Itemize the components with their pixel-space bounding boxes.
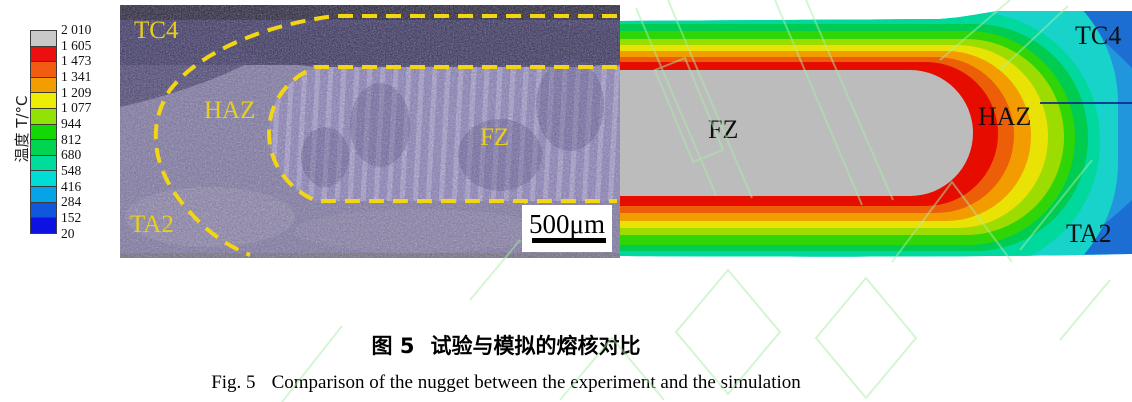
caption-english: Fig. 5 Comparison of the nugget between t… [0, 372, 1012, 394]
legend-color-swatch [30, 45, 57, 63]
legend-color-swatch [30, 30, 57, 47]
legend-value-label: 548 [61, 163, 82, 179]
legend-values: 2 010 1 605 1 473 1 341 1 209 1 077 944 812 680 5… [61, 23, 119, 241]
fz-dashed-boundary [266, 65, 617, 203]
legend-color-swatch [30, 76, 57, 94]
legend-colorbar [30, 30, 57, 234]
micrograph-label-tc4: TC4 [134, 17, 179, 44]
legend-value-label: 680 [61, 147, 82, 163]
legend-color-swatch [30, 201, 57, 219]
legend-color-swatch [30, 92, 57, 109]
micrograph-panel: TC4 HAZ FZ TA2 500μm [120, 5, 660, 258]
legend-value-label: 1 341 [61, 69, 92, 85]
haz-outer-dashed-boundary [153, 14, 617, 257]
legend-value-label: 1 077 [61, 100, 92, 116]
simulation-label-ta2: TA2 [1066, 219, 1112, 248]
legend-value-label: 944 [61, 116, 82, 132]
simulation-panel: FZ HAZ TC4 TA2 [620, 8, 1132, 258]
caption-chinese-text: 试验与模拟的熔核对比 [430, 334, 641, 358]
legend-color-swatch [30, 154, 57, 172]
legend-color-swatch [30, 185, 57, 203]
simulation-label-haz: HAZ [978, 102, 1031, 131]
legend-value-label: 20 [61, 225, 75, 241]
scale-bar-line [532, 238, 606, 243]
micrograph-label-ta2: TA2 [130, 211, 174, 238]
caption-chinese: 图 5 试验与模拟的熔核对比 [0, 330, 1012, 360]
legend-value-label: 1 473 [61, 53, 92, 69]
legend-value-label: 812 [61, 131, 82, 147]
legend-title: 温度 T/°C [13, 95, 31, 163]
caption-chinese-number: 图 5 [371, 334, 415, 358]
scale-bar-label: 500μm [529, 209, 605, 239]
legend-color-swatch [30, 170, 57, 187]
legend-color-swatch [30, 107, 57, 125]
simulation-label-fz: FZ [708, 115, 738, 144]
temp-corner-blue-bottom [1068, 200, 1132, 254]
temperature-legend: 温度 T/°C 2 010 1 605 1 473 1 341 1 209 1 077 94… [0, 0, 120, 262]
legend-value-label: 152 [61, 210, 82, 226]
legend-value-label: 1 605 [61, 37, 92, 53]
legend-color-swatch [30, 123, 57, 141]
simulation-label-tc4: TC4 [1075, 21, 1121, 50]
legend-value-label: 416 [61, 178, 82, 194]
legend-value-label: 2 010 [61, 22, 92, 37]
legend-value-label: 284 [61, 194, 82, 210]
micrograph-label-fz: FZ [480, 124, 509, 151]
legend-color-swatch [30, 217, 57, 234]
legend-color-swatch [30, 139, 57, 156]
temp-corner-blue-top [1072, 11, 1132, 68]
scale-bar: 500μm [522, 205, 612, 252]
caption-english-text: Comparison of the nugget between the exp… [271, 372, 801, 393]
nugget-band-gray [620, 70, 973, 196]
caption-english-number: Fig. 5 [211, 372, 256, 393]
micrograph-label-haz: HAZ [204, 97, 255, 124]
legend-value-label: 1 209 [61, 84, 92, 100]
legend-color-swatch [30, 61, 57, 78]
